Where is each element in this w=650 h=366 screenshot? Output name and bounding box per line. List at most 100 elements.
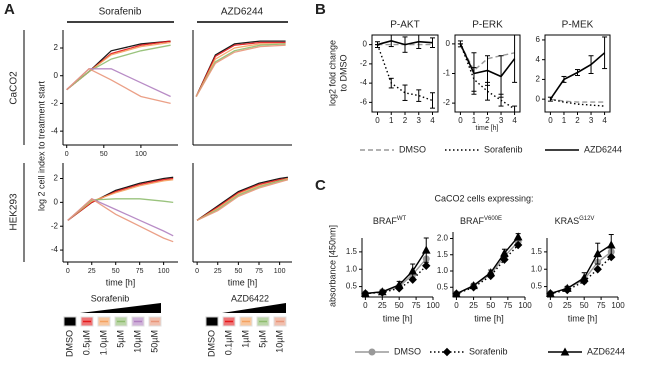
legend-marker [368, 348, 376, 356]
data-line [549, 52, 606, 100]
data-line [196, 179, 289, 221]
legend-label: 50µM [149, 330, 159, 353]
row-label: CaCO2 [9, 71, 20, 105]
y-tick-label: 1.0 [531, 264, 543, 273]
x-tick-label: 75 [136, 268, 144, 275]
concentration-wedge [222, 303, 286, 313]
legend-label: AZD6244 [587, 346, 625, 356]
y-tick-label: -4 [360, 78, 368, 87]
data-point [546, 288, 555, 298]
panel-label: A [4, 1, 15, 18]
x-tick-label: 25 [563, 301, 572, 310]
x-tick-label: 4 [512, 116, 517, 125]
data-line [459, 43, 515, 72]
x-tick-label: 2 [575, 116, 580, 125]
x-tick-label: 75 [597, 301, 606, 310]
legend-label: AZD6244 [584, 144, 622, 154]
data-line [196, 179, 288, 221]
x-tick-label: 0 [375, 116, 380, 125]
x-tick-label: 100 [158, 268, 170, 275]
data-line [376, 44, 433, 102]
legend-label: Sorafenib [484, 144, 523, 154]
data-line [456, 244, 519, 295]
data-point [422, 261, 431, 270]
x-tick-label: 100 [135, 151, 147, 158]
error-bar [457, 40, 463, 48]
x-tick-label: 1 [472, 116, 477, 125]
error-bar [588, 55, 594, 74]
legend-marker [560, 347, 570, 356]
data-point [377, 287, 387, 296]
data-point [486, 268, 496, 277]
data-point [579, 273, 589, 282]
legend-label: 0.5µM [81, 330, 91, 355]
x-tick-label: 50 [395, 301, 404, 310]
x-tick-label: 25 [88, 268, 96, 275]
y-tick-label: 1.0 [437, 266, 449, 275]
data-point [513, 232, 523, 241]
x-tick-label: 0 [548, 116, 553, 125]
x-tick-label: 1 [389, 116, 394, 125]
data-line [66, 68, 171, 98]
legend-label: DMSO [64, 330, 74, 357]
data-point [421, 245, 431, 254]
error-bar [416, 34, 422, 49]
error-bar [512, 34, 518, 83]
x-tick-label: 100 [274, 268, 286, 275]
legend-label: DMSO [206, 330, 216, 357]
y-tick-label: 0.5 [437, 282, 449, 291]
data-line [196, 176, 288, 221]
x-tick-label: 0 [454, 301, 459, 310]
error-bar [430, 37, 435, 49]
error-bar [375, 41, 380, 49]
data-line [195, 41, 286, 97]
y-tick-label: 1.5 [437, 250, 449, 259]
data-point [593, 265, 602, 274]
data-line [550, 251, 612, 295]
column-title: AZD6244 [221, 7, 264, 18]
y-axis-title: to DMSO [338, 54, 348, 91]
data-line [67, 197, 174, 243]
error-bar [575, 69, 580, 76]
plot-title: P-MEK [562, 20, 594, 31]
error-bar [388, 34, 394, 48]
legend-label: 1.0µM [98, 330, 108, 355]
data-line [66, 68, 171, 105]
error-bar [512, 105, 518, 113]
y-axis-title: absorbance [450nm] [327, 225, 337, 307]
y-axis-title: log2 fold change [327, 40, 337, 106]
error-bar [430, 92, 435, 109]
y-tick-label: 4 [536, 55, 541, 64]
x-tick-label: 3 [417, 116, 422, 125]
data-point [361, 288, 370, 298]
y-tick-label: 2.0 [437, 234, 449, 243]
legend-label: 0.1µM [223, 330, 233, 355]
panel-label: C [315, 177, 326, 194]
data-line [456, 241, 519, 295]
error-bar [561, 75, 567, 83]
y-tick-label: -4 [51, 245, 59, 254]
plot-title: KRASG12V [555, 216, 595, 227]
data-line [67, 179, 174, 221]
y-tick-label: 0 [363, 40, 368, 49]
data-line [195, 44, 286, 97]
data-point [469, 281, 478, 290]
data-line [196, 177, 288, 221]
plot-title-base: BRAF [460, 216, 485, 226]
y-tick-label: 1.0 [346, 264, 358, 273]
data-point [500, 248, 509, 257]
plot-title: BRAFWT [373, 216, 407, 227]
data-point [452, 289, 461, 298]
x-tick-label: 50 [486, 301, 495, 310]
legend-label: DMSO [399, 144, 426, 154]
x-tick-label: 50 [100, 151, 108, 158]
y-tick-label: 0 [54, 197, 59, 206]
data-line [195, 43, 286, 97]
x-tick-label: 100 [611, 301, 625, 310]
y-tick-label: 0.5 [531, 282, 543, 291]
row-label: HEK293 [9, 193, 20, 231]
x-tick-label: 0 [195, 268, 199, 275]
x-tick-label: 2 [485, 116, 490, 125]
legend-label: 5µM [257, 330, 267, 348]
